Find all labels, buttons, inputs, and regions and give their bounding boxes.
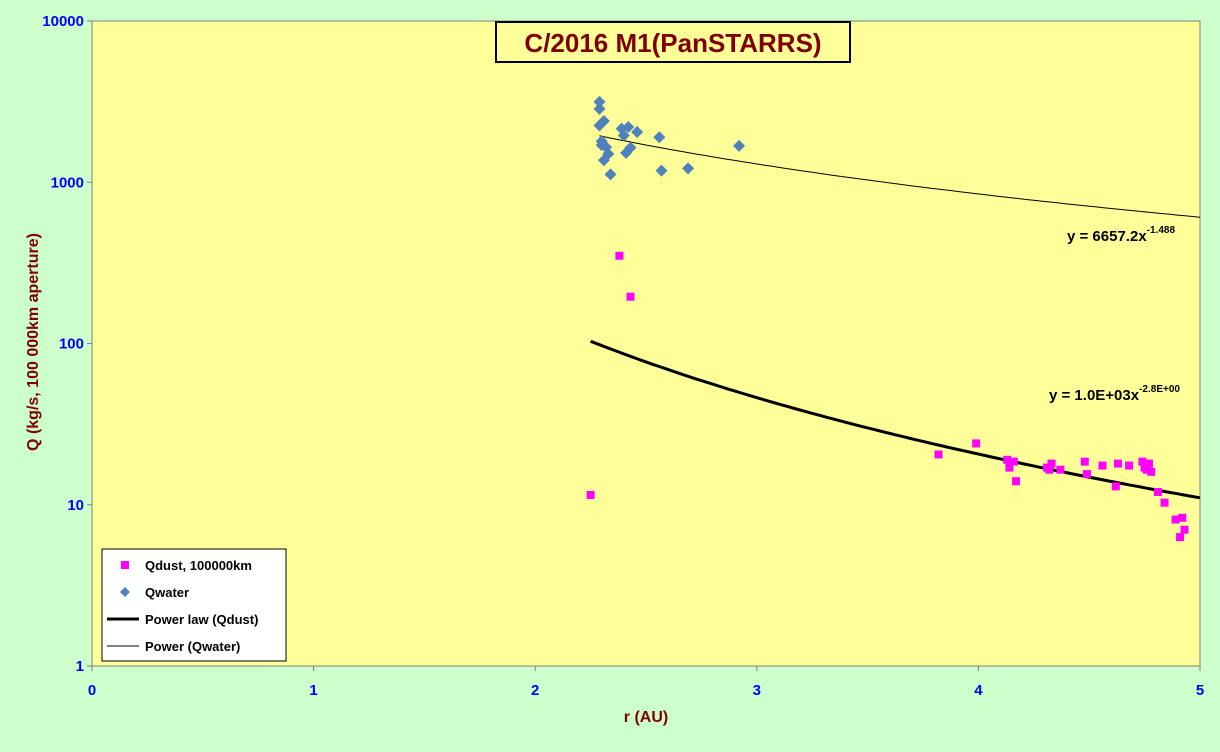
- x-tick-label: 1: [309, 682, 317, 699]
- y-axis-label: Q (kg/s, 100 000km aperture): [25, 233, 42, 451]
- legend-powerlaw-dust-label: Power law (Qdust): [145, 612, 258, 627]
- qwater-point: [604, 168, 617, 181]
- fit-lines: [590, 135, 1201, 500]
- qwater-point: [733, 139, 746, 152]
- qdust-point: [1160, 498, 1169, 507]
- qdust-point: [626, 292, 635, 301]
- x-axis-ticks: 0 1 2 3 4 5: [88, 666, 1204, 699]
- qdust-point: [1178, 513, 1187, 522]
- qdust-point: [1153, 487, 1162, 496]
- qdust-point: [615, 251, 624, 260]
- qwater-point: [617, 129, 630, 142]
- legend-power-water-label: Power (Qwater): [145, 639, 240, 654]
- legend-qwater-marker: [120, 587, 130, 597]
- qdust-power-fit-line: [590, 339, 1201, 500]
- qwater-point: [682, 162, 695, 175]
- qdust-point: [1111, 482, 1120, 491]
- qwater-point: [593, 95, 606, 108]
- qdust-point: [1114, 459, 1123, 468]
- y-tick-label: 100: [59, 336, 84, 353]
- legend-qdust-marker: [121, 561, 129, 569]
- qdust-point: [1171, 515, 1180, 524]
- x-tick-label: 3: [753, 682, 761, 699]
- qdust-point: [1056, 465, 1065, 474]
- qdust-point: [1138, 457, 1147, 466]
- qwater-equation: y = 6657.2x-1.488: [1067, 225, 1175, 245]
- qdust-point: [1080, 457, 1089, 466]
- qdust-point: [586, 490, 595, 499]
- qwater-point: [593, 102, 606, 115]
- qdust-point: [1180, 525, 1189, 534]
- qwater-power-fit-line: [599, 135, 1201, 218]
- legend: Qdust, 100000km Qwater Power law (Qdust)…: [101, 548, 287, 662]
- qwater-point: [624, 141, 637, 154]
- x-tick-label: 5: [1196, 682, 1204, 699]
- qdust-point: [1012, 477, 1021, 486]
- x-axis-label: r (AU): [624, 709, 668, 726]
- y-tick-label: 10: [67, 497, 84, 514]
- qdust-point: [1005, 463, 1014, 472]
- legend-box: [101, 548, 287, 662]
- qwater-point: [631, 125, 644, 138]
- qwater-point: [653, 131, 666, 144]
- qdust-point: [1142, 465, 1151, 474]
- qwater-point: [597, 114, 610, 127]
- qwater-point: [602, 147, 615, 160]
- qdust-point: [1147, 467, 1156, 476]
- qdust-point: [972, 439, 981, 448]
- legend-qwater-label: Qwater: [145, 585, 189, 600]
- qwater-point: [655, 164, 668, 177]
- qdust-point: [1082, 470, 1091, 479]
- x-tick-label: 4: [974, 682, 983, 699]
- chart-title: C/2016 M1(PanSTARRS): [524, 28, 821, 58]
- x-tick-label: 2: [531, 682, 539, 699]
- qdust-point: [1098, 461, 1107, 470]
- qdust-point: [1176, 533, 1185, 542]
- qdust-point: [1125, 461, 1134, 470]
- y-tick-label: 10000: [42, 13, 84, 30]
- data-points: [586, 95, 1189, 542]
- legend-qdust-label: Qdust, 100000km: [145, 558, 252, 573]
- x-tick-label: 0: [88, 682, 96, 699]
- qdust-point: [1003, 455, 1012, 464]
- y-tick-label: 1000: [51, 174, 84, 191]
- qdust-point: [1009, 457, 1018, 466]
- y-tick-label: 1: [76, 658, 84, 675]
- qwater-point: [622, 121, 635, 134]
- qdust-point: [934, 450, 943, 459]
- chart-title-box: [495, 21, 851, 63]
- qdust-point: [1045, 465, 1054, 474]
- y-axis-ticks: 1 10 100 1000 10000: [42, 13, 92, 675]
- qdust-point: [1047, 459, 1056, 468]
- qdust-point: [1145, 459, 1154, 468]
- qdust-equation: y = 1.0E+03x-2.8E+00: [1049, 384, 1180, 404]
